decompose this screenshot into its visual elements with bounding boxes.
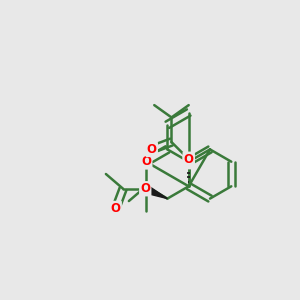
Text: O: O [140,182,150,195]
Text: O: O [147,143,157,156]
Polygon shape [143,185,167,199]
Text: O: O [141,155,151,168]
Text: O: O [141,155,151,168]
Text: O: O [184,155,194,168]
Text: O: O [111,202,121,215]
Text: O: O [184,153,194,166]
